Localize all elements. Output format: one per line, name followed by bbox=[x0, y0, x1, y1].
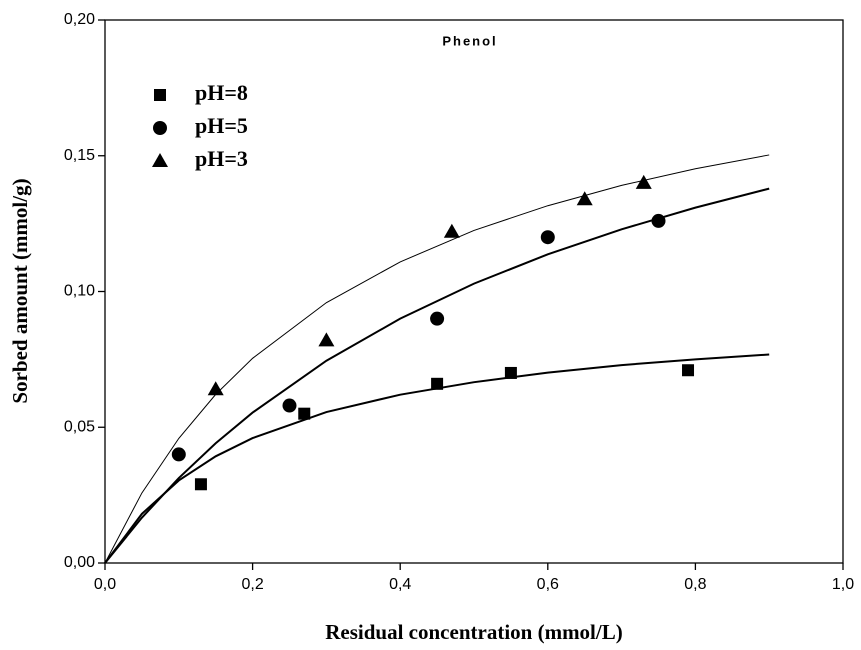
x-tick-label: 0,0 bbox=[94, 576, 116, 593]
marker bbox=[430, 311, 445, 326]
fit-curve bbox=[104, 154, 770, 564]
x-tick-label: 0,6 bbox=[537, 576, 559, 593]
marker bbox=[171, 447, 186, 462]
marker bbox=[207, 381, 224, 396]
chart-title: Phenol bbox=[442, 33, 497, 48]
y-tick-label: 0,00 bbox=[64, 554, 95, 571]
x-tick-label: 0,2 bbox=[241, 576, 263, 593]
x-tick-label: 0,8 bbox=[684, 576, 706, 593]
marker bbox=[194, 478, 207, 491]
marker bbox=[576, 191, 593, 206]
marker bbox=[651, 213, 666, 228]
marker bbox=[431, 377, 444, 390]
legend-marker bbox=[153, 121, 167, 135]
marker bbox=[682, 364, 695, 377]
marker bbox=[635, 174, 652, 189]
legend-label: pH=5 bbox=[195, 113, 248, 138]
marker bbox=[298, 407, 311, 420]
marker bbox=[282, 398, 297, 413]
marker bbox=[540, 230, 555, 245]
fit-curve bbox=[104, 187, 770, 564]
x-tick-label: 0,4 bbox=[389, 576, 411, 593]
legend-label: pH=8 bbox=[195, 80, 248, 105]
y-axis-label: Sorbed amount (mmol/g) bbox=[8, 178, 32, 403]
x-axis-label: Residual concentration (mmol/L) bbox=[325, 620, 622, 644]
y-tick-label: 0,20 bbox=[64, 11, 95, 28]
legend-marker bbox=[152, 153, 168, 167]
y-tick-label: 0,15 bbox=[64, 147, 95, 164]
x-tick-label: 1,0 bbox=[832, 576, 854, 593]
marker bbox=[318, 332, 335, 347]
marker bbox=[443, 223, 460, 238]
legend-label: pH=3 bbox=[195, 146, 248, 171]
y-tick-label: 0,10 bbox=[64, 283, 95, 300]
legend-marker bbox=[154, 89, 166, 101]
y-tick-label: 0,05 bbox=[64, 418, 95, 435]
marker bbox=[504, 366, 517, 379]
